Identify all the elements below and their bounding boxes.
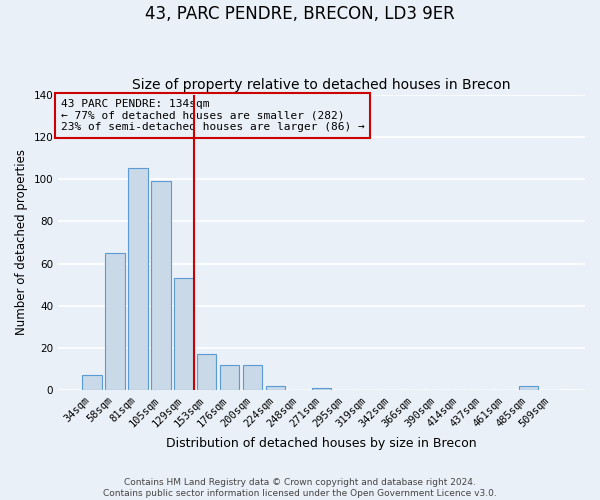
Bar bbox=[128, 168, 148, 390]
Y-axis label: Number of detached properties: Number of detached properties bbox=[15, 150, 28, 336]
Text: 43, PARC PENDRE, BRECON, LD3 9ER: 43, PARC PENDRE, BRECON, LD3 9ER bbox=[145, 5, 455, 23]
X-axis label: Distribution of detached houses by size in Brecon: Distribution of detached houses by size … bbox=[166, 437, 477, 450]
Text: 43 PARC PENDRE: 134sqm
← 77% of detached houses are smaller (282)
23% of semi-de: 43 PARC PENDRE: 134sqm ← 77% of detached… bbox=[61, 99, 365, 132]
Bar bbox=[197, 354, 217, 390]
Bar bbox=[518, 386, 538, 390]
Bar bbox=[266, 386, 286, 390]
Bar bbox=[82, 376, 101, 390]
Bar bbox=[220, 365, 239, 390]
Text: Contains HM Land Registry data © Crown copyright and database right 2024.
Contai: Contains HM Land Registry data © Crown c… bbox=[103, 478, 497, 498]
Title: Size of property relative to detached houses in Brecon: Size of property relative to detached ho… bbox=[133, 78, 511, 92]
Bar bbox=[174, 278, 194, 390]
Bar bbox=[243, 365, 262, 390]
Bar bbox=[105, 253, 125, 390]
Bar bbox=[151, 181, 170, 390]
Bar bbox=[312, 388, 331, 390]
